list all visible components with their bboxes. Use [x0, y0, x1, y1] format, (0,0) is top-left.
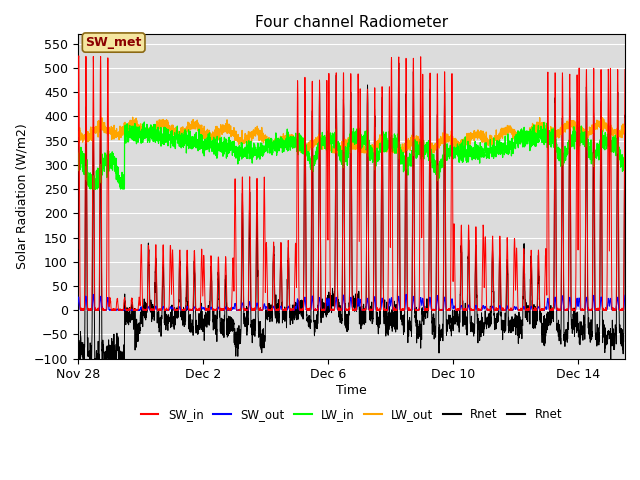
Rnet: [188, 323, 196, 329]
SW_in: [77, 307, 84, 313]
Line: LW_out: LW_out: [77, 117, 625, 153]
SW_out: [403, 291, 410, 297]
Line: SW_in: SW_in: [77, 56, 625, 310]
LW_in: [188, 137, 196, 143]
LW_out: [301, 150, 308, 156]
LW_out: [272, 145, 280, 151]
Line: LW_in: LW_in: [77, 122, 625, 189]
SW_in: [422, 307, 429, 313]
SW_in: [74, 246, 81, 252]
SW_in: [579, 307, 587, 313]
LW_in: [272, 130, 280, 136]
SW_in: [399, 306, 406, 312]
LW_in: [399, 155, 406, 160]
Rnet: [422, 315, 429, 321]
Rnet: [621, 115, 629, 120]
LW_out: [621, 127, 629, 132]
LW_in: [621, 160, 629, 166]
SW_out: [188, 307, 196, 313]
Title: Four channel Radiometer: Four channel Radiometer: [255, 15, 448, 30]
LW_in: [579, 136, 587, 142]
SW_in: [75, 53, 83, 59]
Rnet: [579, 337, 587, 343]
Rnet: [395, 60, 403, 66]
Rnet: [399, 313, 406, 319]
LW_in: [332, 141, 340, 146]
Rnet: [332, 84, 340, 90]
X-axis label: Time: Time: [336, 384, 367, 397]
LW_out: [74, 131, 81, 136]
SW_in: [332, 70, 340, 76]
SW_in: [272, 307, 280, 312]
SW_out: [579, 307, 587, 312]
LW_out: [332, 147, 340, 153]
LW_out: [129, 114, 136, 120]
Rnet: [272, 309, 280, 315]
LW_out: [399, 149, 406, 155]
SW_in: [621, 67, 629, 72]
LW_in: [422, 149, 429, 155]
SW_out: [332, 295, 340, 300]
Rnet: [74, 335, 81, 341]
LW_out: [579, 128, 587, 134]
SW_out: [77, 307, 84, 313]
SW_out: [621, 292, 629, 298]
LW_out: [188, 122, 196, 128]
LW_in: [74, 147, 81, 153]
Text: SW_met: SW_met: [86, 36, 142, 49]
Y-axis label: Solar Radiation (W/m2): Solar Radiation (W/m2): [15, 123, 28, 269]
SW_out: [399, 307, 406, 312]
LW_in: [140, 119, 148, 125]
SW_out: [422, 307, 429, 313]
Line: Rnet: Rnet: [77, 63, 625, 361]
Rnet: [76, 358, 84, 364]
SW_out: [272, 307, 280, 313]
Legend: SW_in, SW_out, LW_in, LW_out, Rnet, Rnet: SW_in, SW_out, LW_in, LW_out, Rnet, Rnet: [136, 404, 567, 426]
LW_in: [87, 186, 95, 192]
SW_out: [74, 303, 81, 309]
Line: SW_out: SW_out: [77, 294, 625, 310]
SW_in: [188, 307, 196, 313]
LW_out: [422, 143, 429, 148]
